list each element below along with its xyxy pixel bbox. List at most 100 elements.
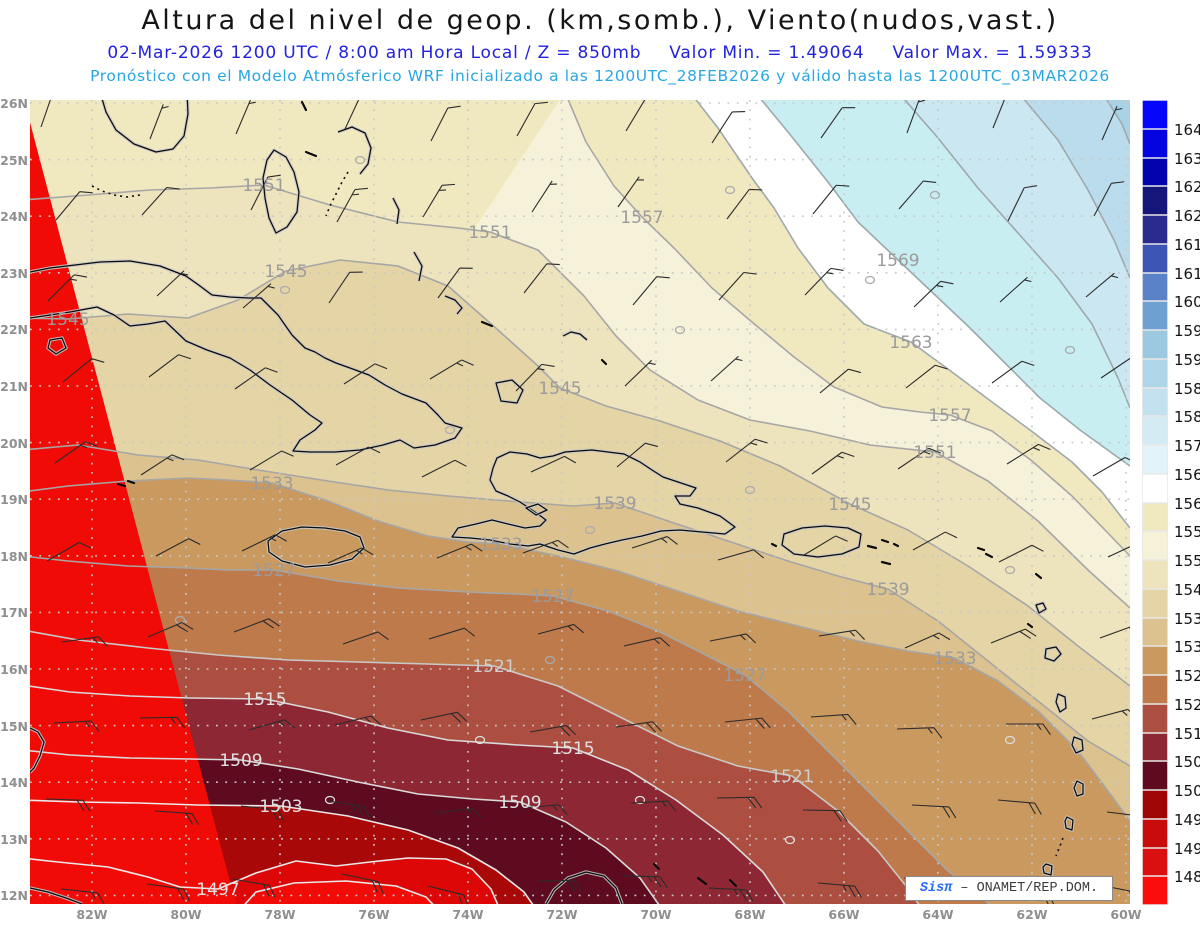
contour-label: 1545 — [828, 495, 871, 515]
wind-barb — [717, 549, 765, 561]
wind-barb — [335, 446, 381, 466]
lat-label-26N: 26N — [0, 96, 28, 111]
wind-barb — [724, 717, 771, 729]
colorbar-tick-1503: 1503 — [1174, 782, 1200, 800]
colorbar-tick-1593: 1593 — [1174, 350, 1200, 369]
minor-contour — [354, 155, 366, 165]
colorbar-tick-1575: 1575 — [1174, 437, 1200, 455]
wind-barb — [146, 883, 191, 901]
graticule — [30, 100, 1130, 904]
colorbar-tick-1485: 1485 — [1174, 868, 1200, 887]
wind-barb — [711, 110, 746, 144]
islet — [696, 876, 708, 886]
band-below-1491 — [30, 122, 433, 904]
colorbar-segment — [1142, 732, 1168, 762]
wind-barb — [536, 879, 583, 892]
wind-barb — [521, 804, 568, 816]
colorbar-segment — [1142, 100, 1168, 129]
wind-barb — [1106, 811, 1130, 816]
wind-barb — [427, 885, 468, 904]
contour-label: 1569 — [876, 251, 919, 271]
minor-contour — [544, 655, 556, 665]
wind-barb — [516, 101, 548, 137]
coastline — [562, 331, 588, 341]
wind-barb — [896, 727, 943, 739]
wind-barb — [342, 631, 389, 645]
colorbar-segment — [1142, 790, 1168, 819]
colorbar-segment — [1142, 186, 1168, 215]
colorbar-segment — [1142, 675, 1168, 704]
wind-barb — [623, 637, 671, 647]
wind-barb — [343, 363, 388, 385]
colorbar-tick-1497: 1497 — [1174, 810, 1200, 829]
lat-label-20N: 20N — [0, 435, 28, 451]
wind-barb — [249, 450, 294, 471]
islet — [770, 542, 778, 548]
wind-barb — [61, 636, 108, 647]
colorbar-tick-1557: 1557 — [1174, 523, 1200, 542]
lon-label-68W: 68W — [734, 907, 766, 922]
wind-barb — [436, 543, 483, 559]
colorbar-segment — [1142, 416, 1168, 445]
contour-1521 — [30, 630, 920, 904]
colorbar-segment — [1142, 588, 1168, 618]
minor-contour — [1004, 735, 1016, 745]
valid-datetime: 02-Mar-2026 1200 UTC / 8:00 am Hora Loca… — [107, 43, 642, 63]
islet — [480, 320, 494, 328]
wind-barb — [912, 531, 958, 551]
island-coastline — [262, 149, 300, 234]
colorbar-segment — [1142, 330, 1168, 359]
islet — [880, 538, 890, 544]
island-coastline — [267, 526, 365, 568]
valid-time-line: 02-Mar-2026 1200 UTC / 8:00 am Hora Loca… — [0, 43, 1200, 63]
wind-barb — [430, 105, 461, 142]
lat-label-16N: 16N — [0, 662, 28, 677]
wind-barb — [1007, 185, 1038, 222]
contour-label: 1551 — [242, 176, 285, 196]
watermark: Sisπ – ONAMET/REP.DOM. — [905, 876, 1113, 901]
contour-label: 1521 — [770, 767, 813, 787]
wind-barb — [235, 100, 256, 135]
coastline — [30, 887, 83, 904]
wind-barb — [155, 538, 201, 557]
islet — [1034, 572, 1043, 580]
colorbar-segment — [1142, 761, 1168, 790]
contour-1491 — [244, 880, 434, 904]
coastline — [392, 197, 400, 225]
colorbar-tick-1545: 1545 — [1174, 580, 1200, 599]
weather-map: 1551 1545 1545 1551 1557 1569 1563 1557 1551 1545… — [30, 100, 1130, 904]
contour-1509 — [30, 750, 660, 904]
wind-barb — [428, 627, 475, 640]
contour-label: 1527 — [252, 561, 295, 581]
lon-label-72W: 72W — [546, 907, 578, 922]
minor-contour — [324, 795, 336, 805]
wind-barb — [803, 535, 848, 556]
wind-barb — [328, 271, 363, 304]
island-coastline — [1073, 780, 1084, 797]
minor-contour — [1064, 345, 1076, 355]
wind-barb — [632, 276, 670, 306]
wind-barb — [1006, 443, 1051, 465]
wind-barb — [156, 270, 189, 297]
contour-1551 — [30, 184, 1130, 609]
colorbar-tick-1515: 1515 — [1174, 724, 1200, 743]
minor-contour — [744, 485, 756, 495]
contour-label: 1551 — [468, 223, 511, 243]
coastline — [101, 100, 189, 153]
lat-label-17N: 17N — [0, 605, 28, 621]
lat-label-12N: 12N — [0, 888, 28, 904]
minor-contour — [724, 185, 736, 195]
wind-barb — [62, 358, 105, 383]
minor-contour — [634, 795, 646, 805]
contour-1539 — [30, 444, 1130, 767]
contour-label: 1545 — [46, 310, 89, 330]
wind-barb — [248, 719, 296, 731]
lat-label-22N: 22N — [0, 322, 28, 338]
valor-max: Valor Max. = 1.59333 — [892, 43, 1093, 63]
minor-contour — [784, 835, 796, 845]
contour-1563 — [695, 100, 1130, 529]
minor-contour — [584, 525, 596, 535]
lat-label-13N: 13N — [0, 831, 28, 847]
